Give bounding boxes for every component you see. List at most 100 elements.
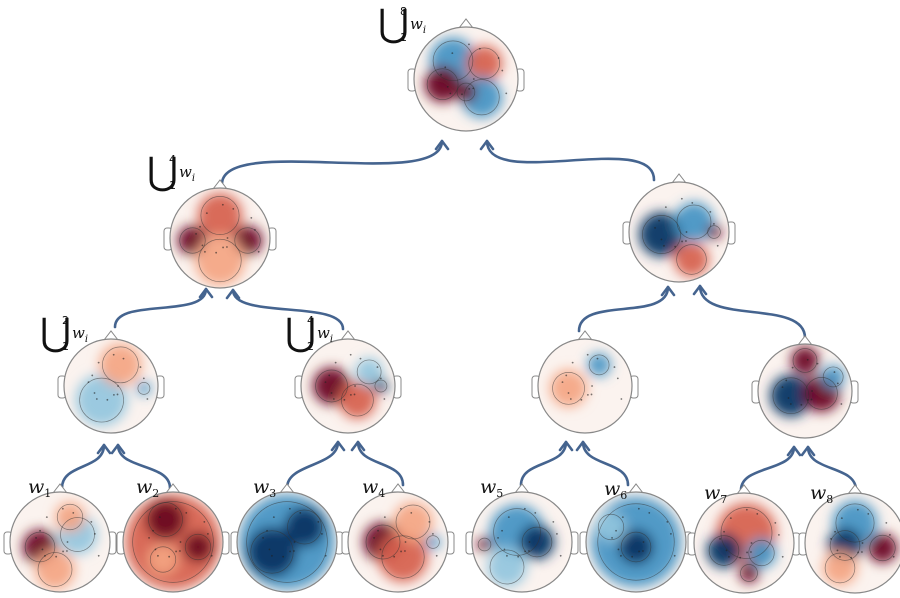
arrow-head <box>96 443 112 455</box>
nose <box>671 173 687 184</box>
activation-blob <box>393 502 433 542</box>
leaf-label-w3: w3 <box>253 476 277 501</box>
scalp-maps-layer <box>3 18 900 594</box>
activation-blob <box>75 374 128 426</box>
arrow-head <box>800 445 816 457</box>
scalp-map-w6 <box>579 483 693 593</box>
nose <box>165 483 181 494</box>
scalp-map-root <box>407 18 525 132</box>
leaf-label-w4: w4 <box>362 476 386 501</box>
activation-blob <box>247 527 297 577</box>
activation-blob <box>455 81 477 103</box>
nose <box>52 483 68 494</box>
activation-blob <box>425 534 441 550</box>
tree-arrow <box>285 440 340 490</box>
activation-blob <box>706 533 742 568</box>
activation-blob <box>424 66 461 103</box>
activation-blob <box>674 242 709 277</box>
arrow-head <box>575 440 591 452</box>
tree-arrow <box>60 443 106 490</box>
activation-blob <box>790 346 820 375</box>
nose <box>797 335 813 346</box>
union-label-mid-2: ⋃ 4 2 wi <box>285 310 334 354</box>
scalp-map-right-2a <box>531 330 639 434</box>
tree-arrow <box>698 284 807 340</box>
leaf-label-w5: w5 <box>480 476 504 501</box>
nose <box>340 330 356 341</box>
nose <box>628 483 644 494</box>
scalp-map-mid-2 <box>294 330 402 434</box>
scalp-map-left-2 <box>57 330 165 434</box>
nose <box>736 484 752 495</box>
activation-blob <box>35 549 75 590</box>
nose <box>103 330 119 341</box>
tree-arrow <box>356 440 405 487</box>
leaf-label-w6: w6 <box>604 478 628 503</box>
nose <box>577 330 593 341</box>
activation-blob <box>466 45 503 82</box>
activation-blob <box>706 224 722 240</box>
activation-blob <box>587 353 611 377</box>
scalp-map-right-2b <box>751 335 859 439</box>
tree-arrow <box>220 139 444 186</box>
arrow-head <box>198 287 214 299</box>
activation-blob <box>355 357 384 386</box>
scalp-map-right-4 <box>622 173 736 283</box>
arrow-head <box>660 285 676 297</box>
scalp-map-w5 <box>465 483 579 593</box>
leaf-label-w1: w1 <box>28 476 52 501</box>
tree-arrow <box>581 440 630 487</box>
tree-arrow <box>485 139 656 182</box>
tree-arrow <box>113 287 208 329</box>
activation-blob <box>197 193 243 238</box>
union-label-left-4: ⋃ 4 1 wi <box>147 149 196 193</box>
activation-blob <box>55 502 85 532</box>
activation-blob <box>549 369 588 408</box>
activation-blob <box>145 499 186 540</box>
arrow-head <box>786 445 802 457</box>
tree-arrow <box>577 285 670 333</box>
nose <box>514 483 530 494</box>
arrow-head <box>110 443 126 455</box>
activation-blob <box>477 537 492 552</box>
tree-arrow <box>519 440 568 487</box>
arrow-head <box>225 288 241 300</box>
activation-blob <box>674 202 714 242</box>
activation-blob <box>487 547 527 587</box>
activation-blob <box>183 532 213 562</box>
activation-blob <box>739 563 759 583</box>
arrow-head <box>692 284 708 296</box>
scalp-map-w2 <box>116 483 230 593</box>
nose <box>458 18 474 29</box>
arrow-head <box>558 440 574 452</box>
activation-blob <box>822 550 858 586</box>
activation-blob <box>596 512 626 542</box>
arrow-head <box>479 139 495 151</box>
union-label-root: ⋃ 8 1 wi <box>378 1 427 45</box>
activation-blob <box>195 235 245 286</box>
arrow-head <box>350 440 366 452</box>
leaf-label-w8: w8 <box>810 482 834 507</box>
scalp-map-left-4 <box>163 179 277 289</box>
scalp-map-w8 <box>798 484 900 594</box>
tree-arrow <box>806 445 858 492</box>
scalp-map-w4 <box>341 483 455 593</box>
tree-arrow <box>231 288 345 331</box>
union-label-left-2: ⋃ 2 1 wi <box>40 310 89 354</box>
activation-blob <box>378 532 428 582</box>
tree-arrow <box>739 445 796 492</box>
leaf-label-w2: w2 <box>136 476 160 501</box>
nose <box>279 483 295 494</box>
activation-blob <box>338 381 377 419</box>
activation-blob <box>99 343 142 386</box>
nose <box>390 483 406 494</box>
nose <box>212 179 228 190</box>
activation-blob <box>284 507 325 547</box>
activation-blob <box>618 529 654 565</box>
tree-arrow <box>116 443 172 490</box>
nose <box>847 484 863 495</box>
activation-blob <box>373 378 388 394</box>
activation-blob <box>639 212 684 257</box>
leaf-label-w7: w7 <box>704 482 728 507</box>
